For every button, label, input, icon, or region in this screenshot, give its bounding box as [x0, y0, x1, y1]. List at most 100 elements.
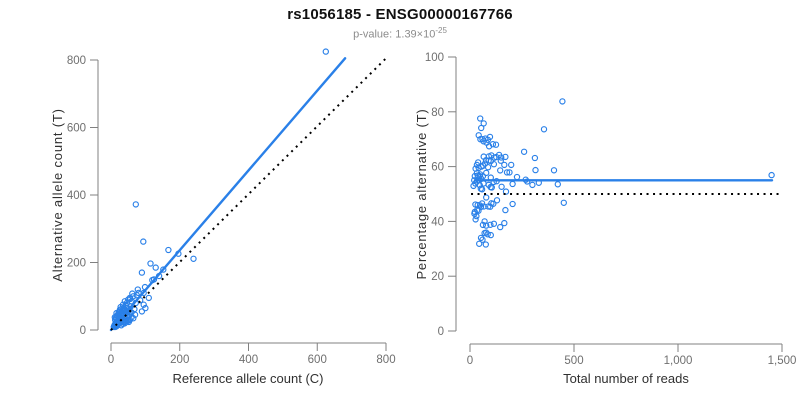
data-point	[503, 169, 511, 176]
right-plot: 0 500 1,000 1,500 0 20 40 60 80 100 Total number o…	[414, 52, 796, 386]
y-tick-label: 40	[431, 216, 444, 228]
data-point	[478, 163, 485, 170]
y-tick-label: 100	[425, 52, 444, 64]
p-value-text: p-value: 1.39×10	[353, 28, 436, 41]
data-point	[474, 159, 482, 166]
data-point	[502, 206, 509, 214]
y-tick-label: 400	[67, 190, 86, 202]
data-point	[487, 221, 494, 228]
data-point	[508, 161, 515, 169]
data-point	[487, 203, 494, 210]
right-y-axis: 0 20 40 60 80 100	[425, 52, 457, 338]
data-point	[492, 141, 500, 148]
data-point	[480, 120, 487, 127]
data-point	[540, 126, 548, 133]
data-point	[145, 294, 152, 302]
y-tick-label: 800	[67, 55, 86, 67]
data-point	[132, 201, 139, 208]
data-point	[125, 296, 132, 303]
data-point	[478, 124, 485, 132]
data-point	[480, 203, 487, 210]
right-x-axis: 0 500 1,000 1,500	[467, 343, 796, 367]
left-fit-line	[109, 57, 347, 332]
data-point	[140, 238, 147, 245]
x-tick-label: 0	[108, 354, 114, 366]
x-tick-label: 1,000	[664, 355, 693, 367]
y-tick-label: 600	[67, 123, 86, 135]
data-point	[509, 180, 516, 188]
data-point	[550, 167, 558, 174]
data-point	[477, 203, 485, 211]
data-point	[138, 308, 146, 315]
data-point	[497, 223, 504, 231]
x-tick-label: 800	[376, 354, 395, 366]
data-point	[483, 169, 490, 177]
data-point	[531, 154, 539, 162]
data-point	[490, 161, 498, 168]
data-point	[140, 301, 147, 308]
data-point	[487, 183, 494, 191]
data-point	[160, 266, 167, 273]
data-point	[476, 172, 483, 180]
data-point	[483, 222, 490, 229]
left-data-points	[110, 48, 329, 331]
data-point	[559, 98, 566, 105]
data-point	[495, 151, 503, 159]
y-tick-label: 0	[80, 325, 86, 337]
data-point	[520, 148, 528, 155]
left-identity-line	[110, 57, 387, 331]
data-point	[470, 182, 477, 190]
data-point	[477, 234, 485, 242]
data-point	[482, 241, 489, 248]
data-point	[479, 173, 487, 180]
data-point	[483, 194, 490, 201]
x-tick-label: 200	[170, 354, 189, 366]
data-point	[493, 197, 501, 204]
data-point	[485, 157, 492, 164]
data-point	[502, 188, 510, 195]
data-point	[475, 132, 482, 139]
data-point	[119, 307, 126, 315]
data-point	[138, 269, 146, 276]
data-point	[478, 186, 486, 193]
data-point	[471, 208, 478, 216]
data-point	[150, 276, 158, 283]
data-point	[134, 286, 141, 293]
data-point	[483, 229, 490, 236]
data-point	[482, 157, 490, 164]
y-tick-label: 80	[431, 107, 444, 119]
left-x-axis: 0 200 400 600 800	[108, 342, 396, 366]
data-point	[322, 48, 329, 55]
data-point	[111, 316, 119, 324]
x-tick-label: 500	[564, 355, 583, 367]
data-point	[190, 255, 197, 262]
right-data-points	[470, 98, 775, 248]
data-point	[554, 181, 561, 188]
data-point	[501, 219, 508, 227]
y-tick-label: 60	[431, 162, 444, 174]
data-point	[479, 236, 486, 243]
left-x-axis-label: Reference allele count (C)	[172, 371, 323, 386]
data-point	[489, 141, 497, 148]
data-point	[484, 231, 491, 238]
data-point	[476, 240, 483, 247]
data-point	[130, 315, 137, 322]
data-point	[479, 221, 487, 229]
data-point	[529, 181, 536, 189]
data-point	[532, 166, 539, 174]
data-point	[135, 289, 142, 297]
y-tick-label: 200	[67, 258, 86, 270]
data-point	[497, 167, 504, 174]
data-point	[501, 161, 508, 169]
x-tick-label: 400	[239, 354, 258, 366]
data-point	[129, 290, 136, 297]
data-point	[165, 246, 172, 254]
data-point	[497, 157, 504, 164]
figure-title: rs1056185 - ENSG00000167766	[287, 6, 513, 23]
y-tick-label: 20	[431, 271, 444, 283]
p-value-exponent: -25	[435, 26, 447, 35]
data-point	[506, 169, 513, 176]
figure-subtitle: p-value: 1.39×10-25	[0, 26, 800, 41]
